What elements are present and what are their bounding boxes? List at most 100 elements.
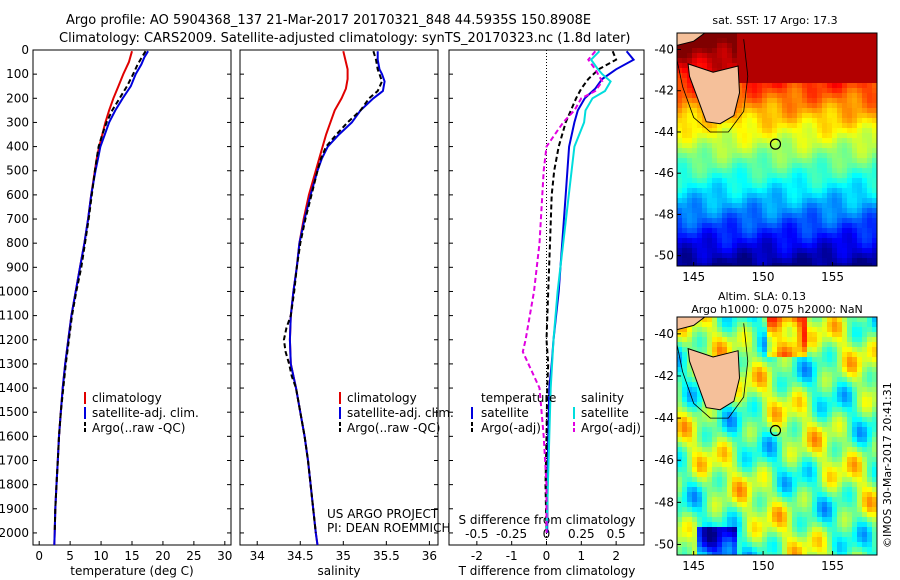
map-cell bbox=[767, 253, 773, 259]
map-cell bbox=[737, 33, 743, 39]
map-cell bbox=[847, 362, 853, 368]
map-cell bbox=[697, 532, 703, 538]
map-cell bbox=[682, 88, 688, 94]
map-cell bbox=[737, 422, 743, 428]
map-cell bbox=[782, 342, 788, 348]
map-cell bbox=[752, 322, 758, 328]
map-cell bbox=[812, 263, 818, 266]
map-cell bbox=[772, 522, 778, 528]
map-cell bbox=[832, 477, 838, 483]
map-cell bbox=[847, 43, 853, 49]
map-cell bbox=[847, 407, 853, 413]
map-cell bbox=[782, 143, 788, 149]
map-cell bbox=[702, 482, 708, 488]
map-cell bbox=[697, 143, 703, 149]
map-cell bbox=[767, 138, 773, 144]
map-cell bbox=[727, 332, 733, 338]
map-cell bbox=[822, 143, 828, 149]
map-cell bbox=[827, 53, 833, 59]
map-cell bbox=[692, 542, 698, 548]
map-cell bbox=[772, 447, 778, 453]
map-cell bbox=[872, 33, 877, 39]
map-cell bbox=[677, 412, 683, 418]
map-cell bbox=[707, 213, 713, 219]
map-cell bbox=[777, 322, 783, 328]
map-cell bbox=[767, 143, 773, 149]
map-cell bbox=[847, 178, 853, 184]
map-cell bbox=[847, 367, 853, 373]
map-cell bbox=[772, 552, 778, 555]
y-tick-label: 1300 bbox=[0, 357, 29, 371]
map-cell bbox=[722, 43, 728, 49]
map-cell bbox=[682, 73, 688, 79]
map-cell bbox=[737, 163, 743, 169]
map-cell bbox=[852, 542, 858, 548]
map-cell bbox=[682, 228, 688, 234]
map-cell bbox=[782, 98, 788, 104]
map-cell bbox=[737, 223, 743, 229]
map-cell bbox=[862, 53, 868, 59]
map-cell bbox=[837, 203, 843, 209]
map-cell bbox=[837, 422, 843, 428]
series-line-argo-raw-qc- bbox=[53, 50, 147, 533]
map-cell bbox=[687, 263, 693, 266]
map-cell bbox=[692, 432, 698, 438]
map-cell bbox=[727, 522, 733, 528]
map-cell bbox=[777, 113, 783, 119]
map-cell bbox=[732, 223, 738, 229]
map-cell bbox=[857, 472, 863, 478]
map-cell bbox=[822, 173, 828, 179]
map-cell bbox=[827, 532, 833, 538]
map-cell bbox=[782, 113, 788, 119]
map-cell bbox=[722, 452, 728, 458]
map-cell bbox=[807, 537, 813, 543]
map-cell bbox=[812, 78, 818, 84]
map-cell bbox=[842, 63, 848, 69]
map-cell bbox=[842, 193, 848, 199]
map-cell bbox=[812, 243, 818, 249]
map-cell bbox=[847, 377, 853, 383]
map-cell bbox=[867, 552, 873, 555]
map-cell bbox=[857, 183, 863, 189]
map-cell bbox=[697, 417, 703, 423]
map-cell bbox=[867, 138, 873, 144]
map-cell bbox=[677, 73, 683, 79]
map-cell bbox=[677, 477, 683, 483]
map-cell bbox=[722, 487, 728, 493]
map-cell bbox=[777, 183, 783, 189]
map-cell bbox=[762, 387, 768, 393]
map-cell bbox=[797, 243, 803, 249]
map-cell bbox=[847, 83, 853, 89]
map-cell bbox=[737, 53, 743, 59]
y-tick-label: 1900 bbox=[0, 502, 29, 516]
map-cell bbox=[767, 512, 773, 518]
map-cell bbox=[862, 103, 868, 109]
map-cell bbox=[747, 467, 753, 473]
map-cell bbox=[822, 93, 828, 99]
map-cell bbox=[827, 193, 833, 199]
map-cell bbox=[737, 218, 743, 224]
map-cell bbox=[727, 412, 733, 418]
map-cell bbox=[777, 422, 783, 428]
map-cell bbox=[752, 208, 758, 214]
map-cell bbox=[702, 123, 708, 129]
map-cell bbox=[757, 402, 763, 408]
map-cell bbox=[767, 203, 773, 209]
map-cell bbox=[817, 482, 823, 488]
map-cell bbox=[782, 397, 788, 403]
map-cell bbox=[732, 53, 738, 59]
map-cell bbox=[717, 507, 723, 513]
map-cell bbox=[737, 213, 743, 219]
map-cell bbox=[762, 133, 768, 139]
map-cell bbox=[712, 537, 718, 543]
map-cell bbox=[782, 482, 788, 488]
map-cell bbox=[867, 472, 873, 478]
map-cell bbox=[817, 173, 823, 179]
map-cell bbox=[832, 422, 838, 428]
map-cell bbox=[822, 382, 828, 388]
map-cell bbox=[782, 317, 788, 323]
map-cell bbox=[792, 367, 798, 373]
map-cell bbox=[827, 447, 833, 453]
map-cell bbox=[797, 263, 803, 266]
map-cell bbox=[872, 367, 877, 373]
